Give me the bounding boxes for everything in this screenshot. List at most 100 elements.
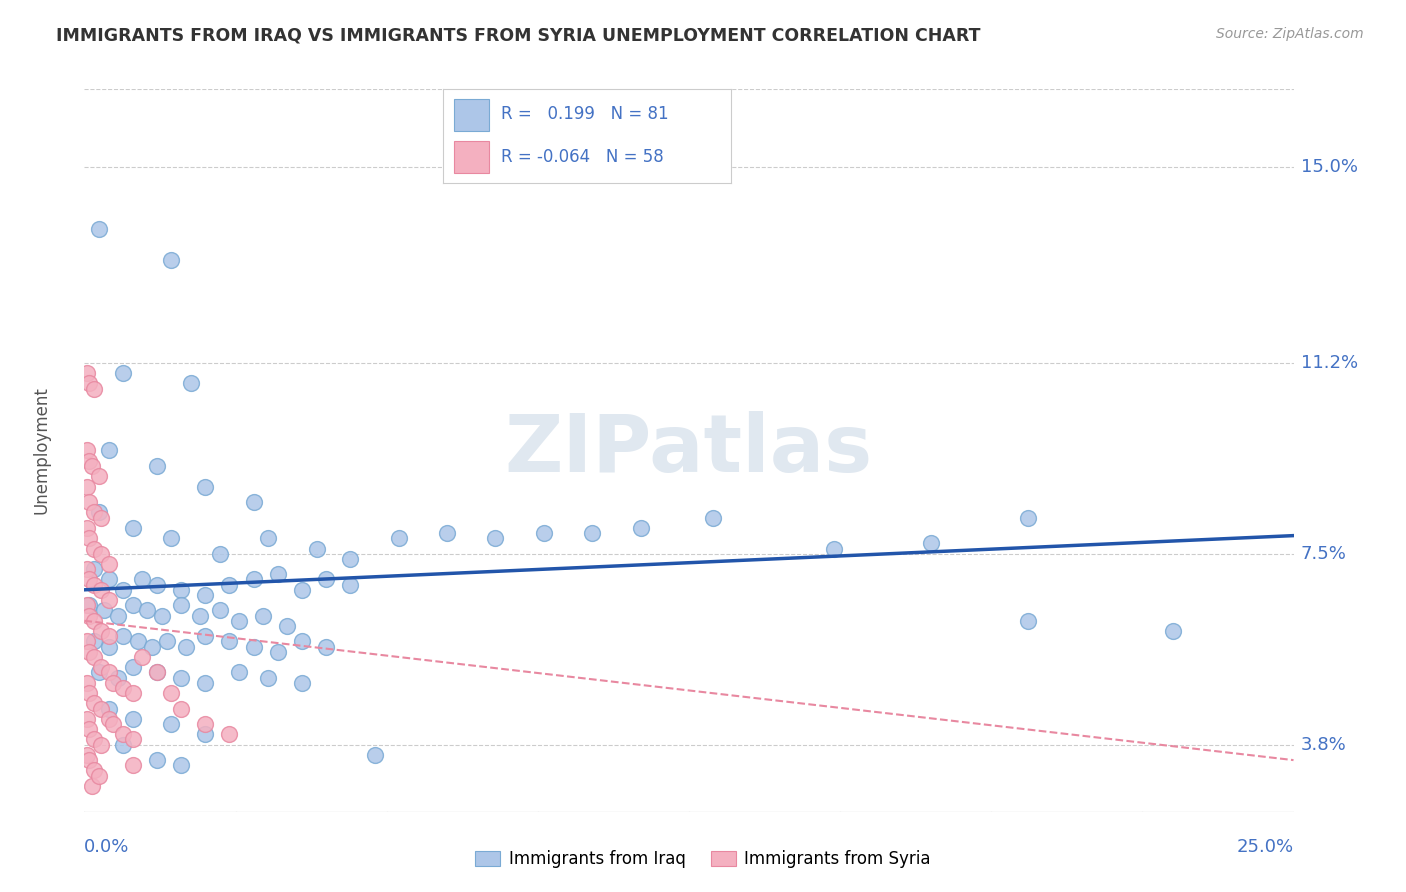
Point <box>83 505 105 519</box>
Point <box>97 665 120 680</box>
Point <box>170 701 193 715</box>
Bar <box>454 141 489 173</box>
Point <box>146 753 169 767</box>
Point <box>77 686 100 700</box>
Point <box>87 769 110 783</box>
Point <box>146 458 169 473</box>
Point <box>131 573 153 587</box>
Point <box>97 640 120 654</box>
Point <box>97 629 120 643</box>
Point <box>83 697 105 711</box>
Point <box>97 712 120 726</box>
Point <box>702 510 724 524</box>
Point <box>146 577 169 591</box>
Point <box>83 649 105 664</box>
Point <box>121 686 143 700</box>
Point <box>218 727 240 741</box>
Point <box>90 624 112 639</box>
Point <box>83 541 105 556</box>
Point <box>107 671 129 685</box>
Point <box>190 608 212 623</box>
Point <box>484 531 506 545</box>
Point <box>228 665 250 680</box>
Point <box>76 747 98 762</box>
Text: Unemployment: Unemployment <box>32 386 51 515</box>
Point <box>194 629 217 643</box>
Point <box>315 573 337 587</box>
Point <box>97 593 120 607</box>
Point <box>83 764 105 778</box>
Point <box>242 640 264 654</box>
Point <box>77 608 100 623</box>
Point <box>112 366 135 380</box>
Point <box>87 665 110 680</box>
Point <box>194 588 217 602</box>
Point <box>533 526 555 541</box>
Point <box>83 562 105 576</box>
Point <box>112 681 135 695</box>
Point <box>76 366 98 380</box>
Point <box>630 521 652 535</box>
Point <box>160 252 183 267</box>
Point <box>87 505 110 519</box>
Point <box>267 567 290 582</box>
Point <box>170 599 193 613</box>
Text: IMMIGRANTS FROM IRAQ VS IMMIGRANTS FROM SYRIA UNEMPLOYMENT CORRELATION CHART: IMMIGRANTS FROM IRAQ VS IMMIGRANTS FROM … <box>56 27 981 45</box>
Point <box>97 573 120 587</box>
Point <box>218 634 240 648</box>
Point <box>77 599 100 613</box>
Point <box>276 619 298 633</box>
Point <box>174 640 197 654</box>
Point <box>83 382 105 396</box>
Point <box>146 665 169 680</box>
Point <box>170 671 193 685</box>
Point <box>242 573 264 587</box>
Point <box>83 577 105 591</box>
Point <box>87 469 110 483</box>
Point <box>305 541 328 556</box>
Point <box>1017 614 1039 628</box>
Point <box>107 608 129 623</box>
Point <box>136 603 159 617</box>
Point <box>90 660 112 674</box>
Point <box>90 701 112 715</box>
Point <box>83 614 105 628</box>
Point <box>339 551 361 566</box>
Point <box>257 531 280 545</box>
Point <box>77 495 100 509</box>
Point <box>160 717 183 731</box>
Point <box>291 634 314 648</box>
Point <box>242 495 264 509</box>
Point <box>76 521 98 535</box>
Point <box>257 671 280 685</box>
Legend: Immigrants from Iraq, Immigrants from Syria: Immigrants from Iraq, Immigrants from Sy… <box>468 844 938 875</box>
Point <box>112 582 135 597</box>
Point <box>208 603 231 617</box>
Point <box>83 634 105 648</box>
Point <box>97 443 120 458</box>
Point <box>194 727 217 741</box>
Point <box>77 376 100 391</box>
Point <box>228 614 250 628</box>
Point <box>121 732 143 747</box>
Point <box>339 577 361 591</box>
Point <box>76 443 98 458</box>
Point <box>76 599 98 613</box>
Text: R =   0.199   N = 81: R = 0.199 N = 81 <box>501 105 668 123</box>
Point <box>160 531 183 545</box>
Point <box>97 701 120 715</box>
Point <box>80 779 103 793</box>
Point <box>76 480 98 494</box>
Point <box>93 603 115 617</box>
Point <box>267 645 290 659</box>
Point <box>194 675 217 690</box>
Text: 15.0%: 15.0% <box>1301 158 1358 176</box>
Point <box>77 573 100 587</box>
Point <box>103 717 125 731</box>
Point <box>97 557 120 571</box>
Point <box>150 608 173 623</box>
Point <box>77 531 100 545</box>
Point <box>121 521 143 535</box>
Point <box>363 747 385 762</box>
Point <box>76 562 98 576</box>
